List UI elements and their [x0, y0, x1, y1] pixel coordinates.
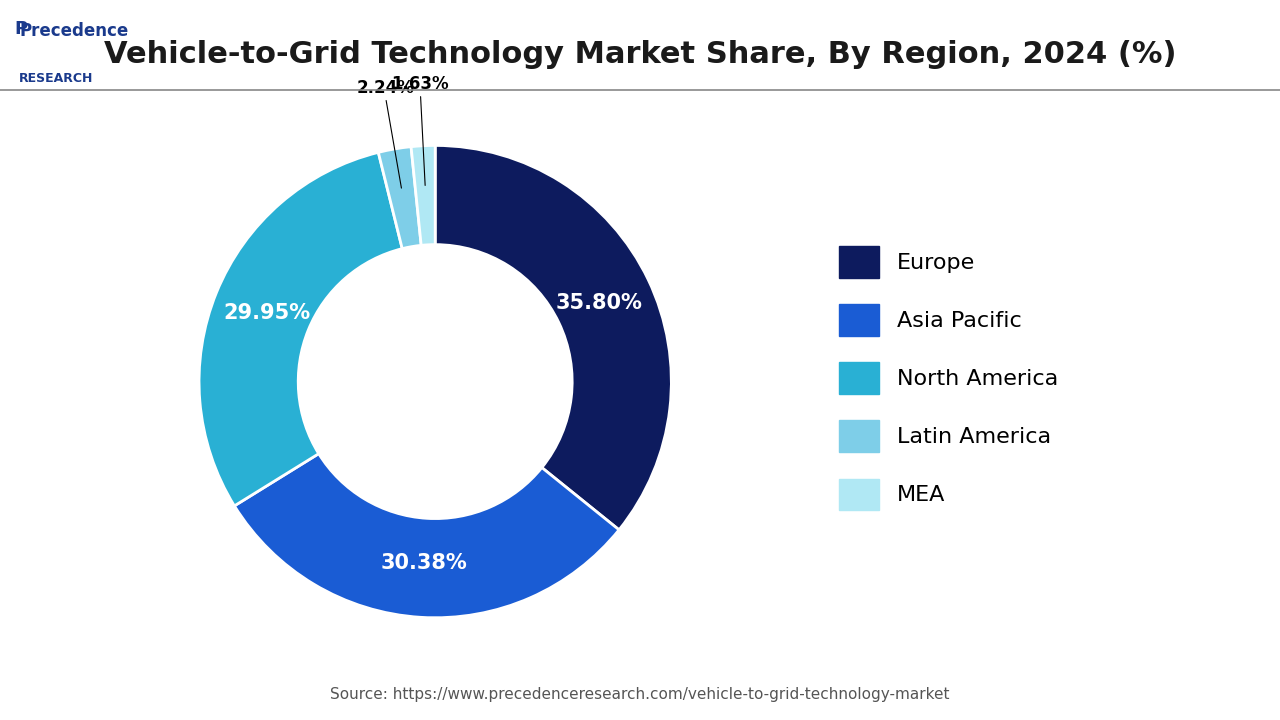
Text: 1.63%: 1.63%: [392, 76, 449, 94]
Legend: Europe, Asia Pacific, North America, Latin America, MEA: Europe, Asia Pacific, North America, Lat…: [828, 235, 1069, 521]
Text: RESEARCH: RESEARCH: [19, 72, 93, 85]
Text: Vehicle-to-Grid Technology Market Share, By Region, 2024 (%): Vehicle-to-Grid Technology Market Share,…: [104, 40, 1176, 68]
Text: 35.80%: 35.80%: [556, 293, 643, 313]
Text: P: P: [14, 20, 27, 38]
Wedge shape: [379, 147, 421, 248]
Wedge shape: [234, 454, 620, 618]
Text: Precedence: Precedence: [19, 22, 128, 40]
Wedge shape: [200, 153, 402, 506]
Text: 29.95%: 29.95%: [223, 303, 310, 323]
Wedge shape: [435, 145, 671, 530]
Wedge shape: [411, 145, 435, 246]
Text: Source: https://www.precedenceresearch.com/vehicle-to-grid-technology-market: Source: https://www.precedenceresearch.c…: [330, 687, 950, 702]
Text: 30.38%: 30.38%: [380, 553, 467, 573]
Text: 2.24%: 2.24%: [357, 79, 415, 97]
